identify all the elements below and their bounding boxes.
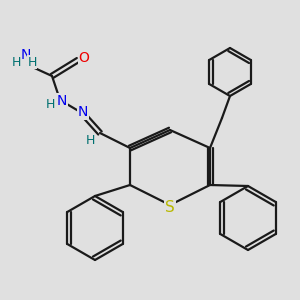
Text: H: H (11, 56, 21, 68)
Text: N: N (78, 105, 88, 119)
Text: H: H (27, 56, 37, 68)
Text: S: S (165, 200, 175, 215)
Text: H: H (45, 98, 55, 112)
Text: N: N (21, 48, 31, 62)
Text: H: H (85, 134, 95, 148)
Text: O: O (79, 51, 89, 65)
Text: N: N (57, 94, 67, 108)
